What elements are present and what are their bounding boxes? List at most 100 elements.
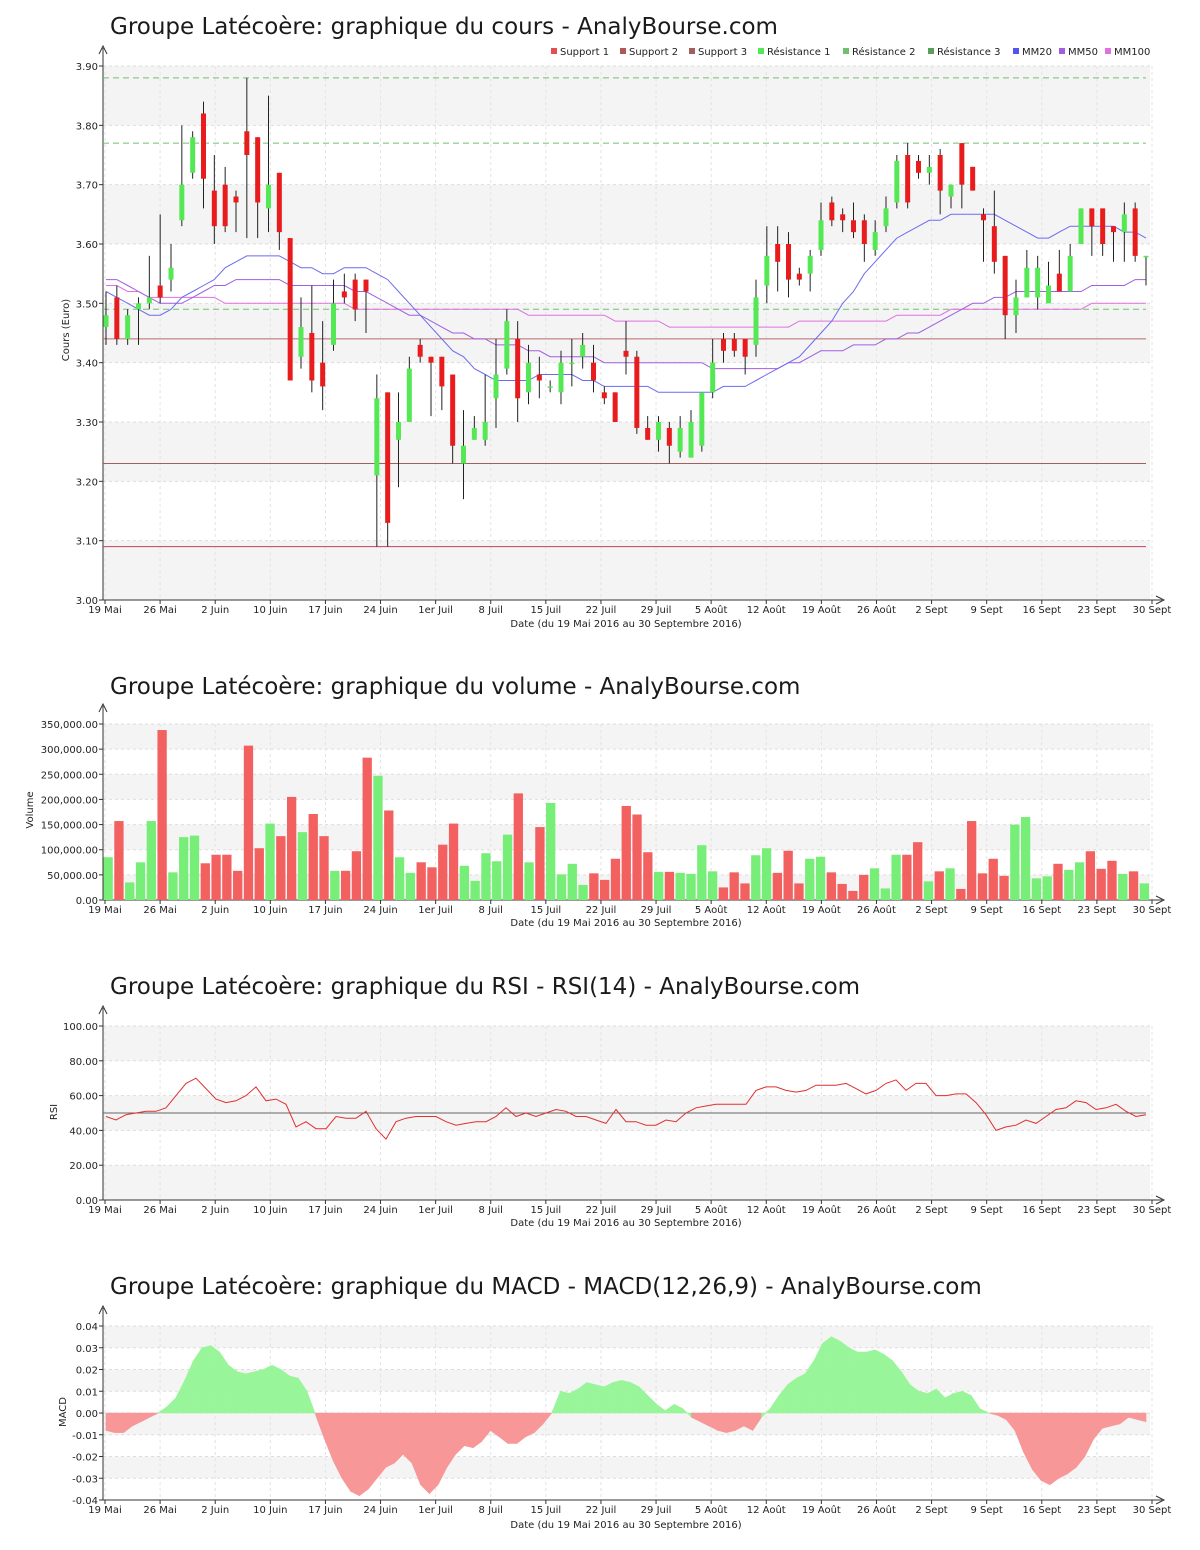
candle-body xyxy=(948,184,954,197)
volume-x-tick-label: 26 Mai xyxy=(143,905,176,916)
volume-x-axis-label: Date (du 19 Mai 2016 au 30 Septembre 201… xyxy=(510,918,741,929)
candle xyxy=(721,333,726,363)
rsi-line xyxy=(105,1077,1147,1140)
price-x-tick-label: 19 Mai xyxy=(88,605,121,616)
macd-x-tick-label: 9 Sept xyxy=(971,1505,1003,1516)
macd-area-segment xyxy=(918,1390,928,1414)
candle xyxy=(417,338,423,363)
rsi-x-tick-label: 10 Juin xyxy=(253,1205,287,1216)
volume-bar xyxy=(891,854,901,900)
rsi-x-tick-label: 2 Juin xyxy=(201,1205,229,1216)
candle-body xyxy=(211,190,217,227)
legend-entry: Support 1 xyxy=(560,47,609,58)
candle xyxy=(287,238,293,381)
legend-swatch xyxy=(551,48,557,54)
candle xyxy=(244,77,250,239)
candle-body xyxy=(396,422,401,440)
candle-body xyxy=(677,427,683,452)
legend-entry: Support 2 xyxy=(629,47,678,58)
volume-bar xyxy=(394,857,405,900)
volume-bar xyxy=(103,857,113,900)
macd-area-segment xyxy=(1040,1412,1051,1486)
macd-area-segment xyxy=(455,1412,465,1456)
volume-bar xyxy=(1020,817,1031,900)
candle xyxy=(753,279,759,357)
macd-area-segment xyxy=(1049,1412,1059,1486)
candle xyxy=(699,392,705,452)
macd-band xyxy=(103,1456,1150,1479)
macd-y-tick-label: -0.01 xyxy=(72,1431,98,1442)
candle-body xyxy=(818,220,824,250)
candle-body xyxy=(417,344,423,357)
macd-area-segment xyxy=(359,1412,369,1497)
candle xyxy=(1132,202,1138,262)
macd-y-tick-label: 0.03 xyxy=(76,1344,98,1355)
candle-body xyxy=(905,155,911,203)
price-y-tick-label: 3.90 xyxy=(76,62,98,73)
volume-bar xyxy=(1010,824,1020,900)
rsi-x-tick-label: 2 Sept xyxy=(915,1205,947,1216)
candle-body xyxy=(731,338,737,351)
rsi-x-tick-label: 29 Juil xyxy=(641,1205,672,1216)
rsi-x-tick-label: 19 Août xyxy=(802,1204,841,1216)
macd-area-segment xyxy=(1084,1412,1094,1457)
candle xyxy=(309,285,315,393)
candle xyxy=(851,202,856,239)
volume-bar xyxy=(340,870,351,900)
candle-body xyxy=(601,392,607,399)
volume-bar xyxy=(740,883,750,900)
candle xyxy=(558,350,564,405)
candle-body xyxy=(439,356,445,387)
volume-bar xyxy=(416,862,426,900)
candle-body xyxy=(515,338,521,399)
rsi-x-tick-label: 17 Juin xyxy=(308,1205,342,1216)
volume-bar xyxy=(578,884,588,900)
candle-body xyxy=(1024,267,1030,298)
volume-bar xyxy=(330,870,340,900)
volume-y-tick-label: 250,000.00 xyxy=(41,770,98,781)
rsi-x-tick-label: 19 Mai xyxy=(88,1205,121,1216)
macd-x-tick-label: 10 Juin xyxy=(253,1505,287,1516)
candle xyxy=(157,214,163,304)
candle-body xyxy=(829,202,835,221)
volume-y-tick-label: 0.00 xyxy=(76,896,98,907)
price-y-tick-label: 3.50 xyxy=(76,299,98,310)
macd-area-segment xyxy=(831,1336,841,1414)
candle xyxy=(623,321,629,375)
macd-area-segment xyxy=(769,1394,780,1414)
candle-body xyxy=(276,172,282,233)
candle-body xyxy=(721,338,726,351)
candle-body xyxy=(656,422,661,440)
candle xyxy=(666,422,672,464)
candle-body xyxy=(179,184,185,221)
volume-x-tick-label: 10 Juin xyxy=(253,905,287,916)
candle-body xyxy=(1089,208,1095,227)
rsi-y-tick-label: 60.00 xyxy=(69,1092,98,1103)
candle-body xyxy=(352,279,358,310)
candle xyxy=(276,172,282,250)
macd-area-segment xyxy=(1102,1412,1112,1429)
candle-body xyxy=(591,362,596,381)
price-x-tick-label: 5 Août xyxy=(695,604,728,616)
candle-body xyxy=(926,166,932,173)
macd-x-tick-label: 2 Sept xyxy=(915,1505,947,1516)
legend-entry: MM100 xyxy=(1114,47,1150,58)
candle-body xyxy=(1002,255,1008,316)
volume-bar xyxy=(405,872,416,900)
candle-body xyxy=(428,356,434,363)
candle-body xyxy=(287,238,293,381)
macd-area-segment xyxy=(481,1412,491,1443)
macd-area-segment xyxy=(271,1364,282,1414)
volume-bar xyxy=(913,842,923,900)
macd-area-segment xyxy=(429,1412,439,1495)
macd-area-segment xyxy=(944,1392,955,1414)
macd-area-segment xyxy=(402,1412,413,1464)
macd-x-tick-label: 5 Août xyxy=(695,1504,728,1516)
volume-bar xyxy=(179,837,189,900)
candle-body xyxy=(981,214,986,221)
macd-area-segment xyxy=(595,1384,605,1414)
candle xyxy=(894,155,900,209)
macd-x-tick-label: 23 Sept xyxy=(1078,1505,1117,1516)
candle xyxy=(786,232,791,298)
